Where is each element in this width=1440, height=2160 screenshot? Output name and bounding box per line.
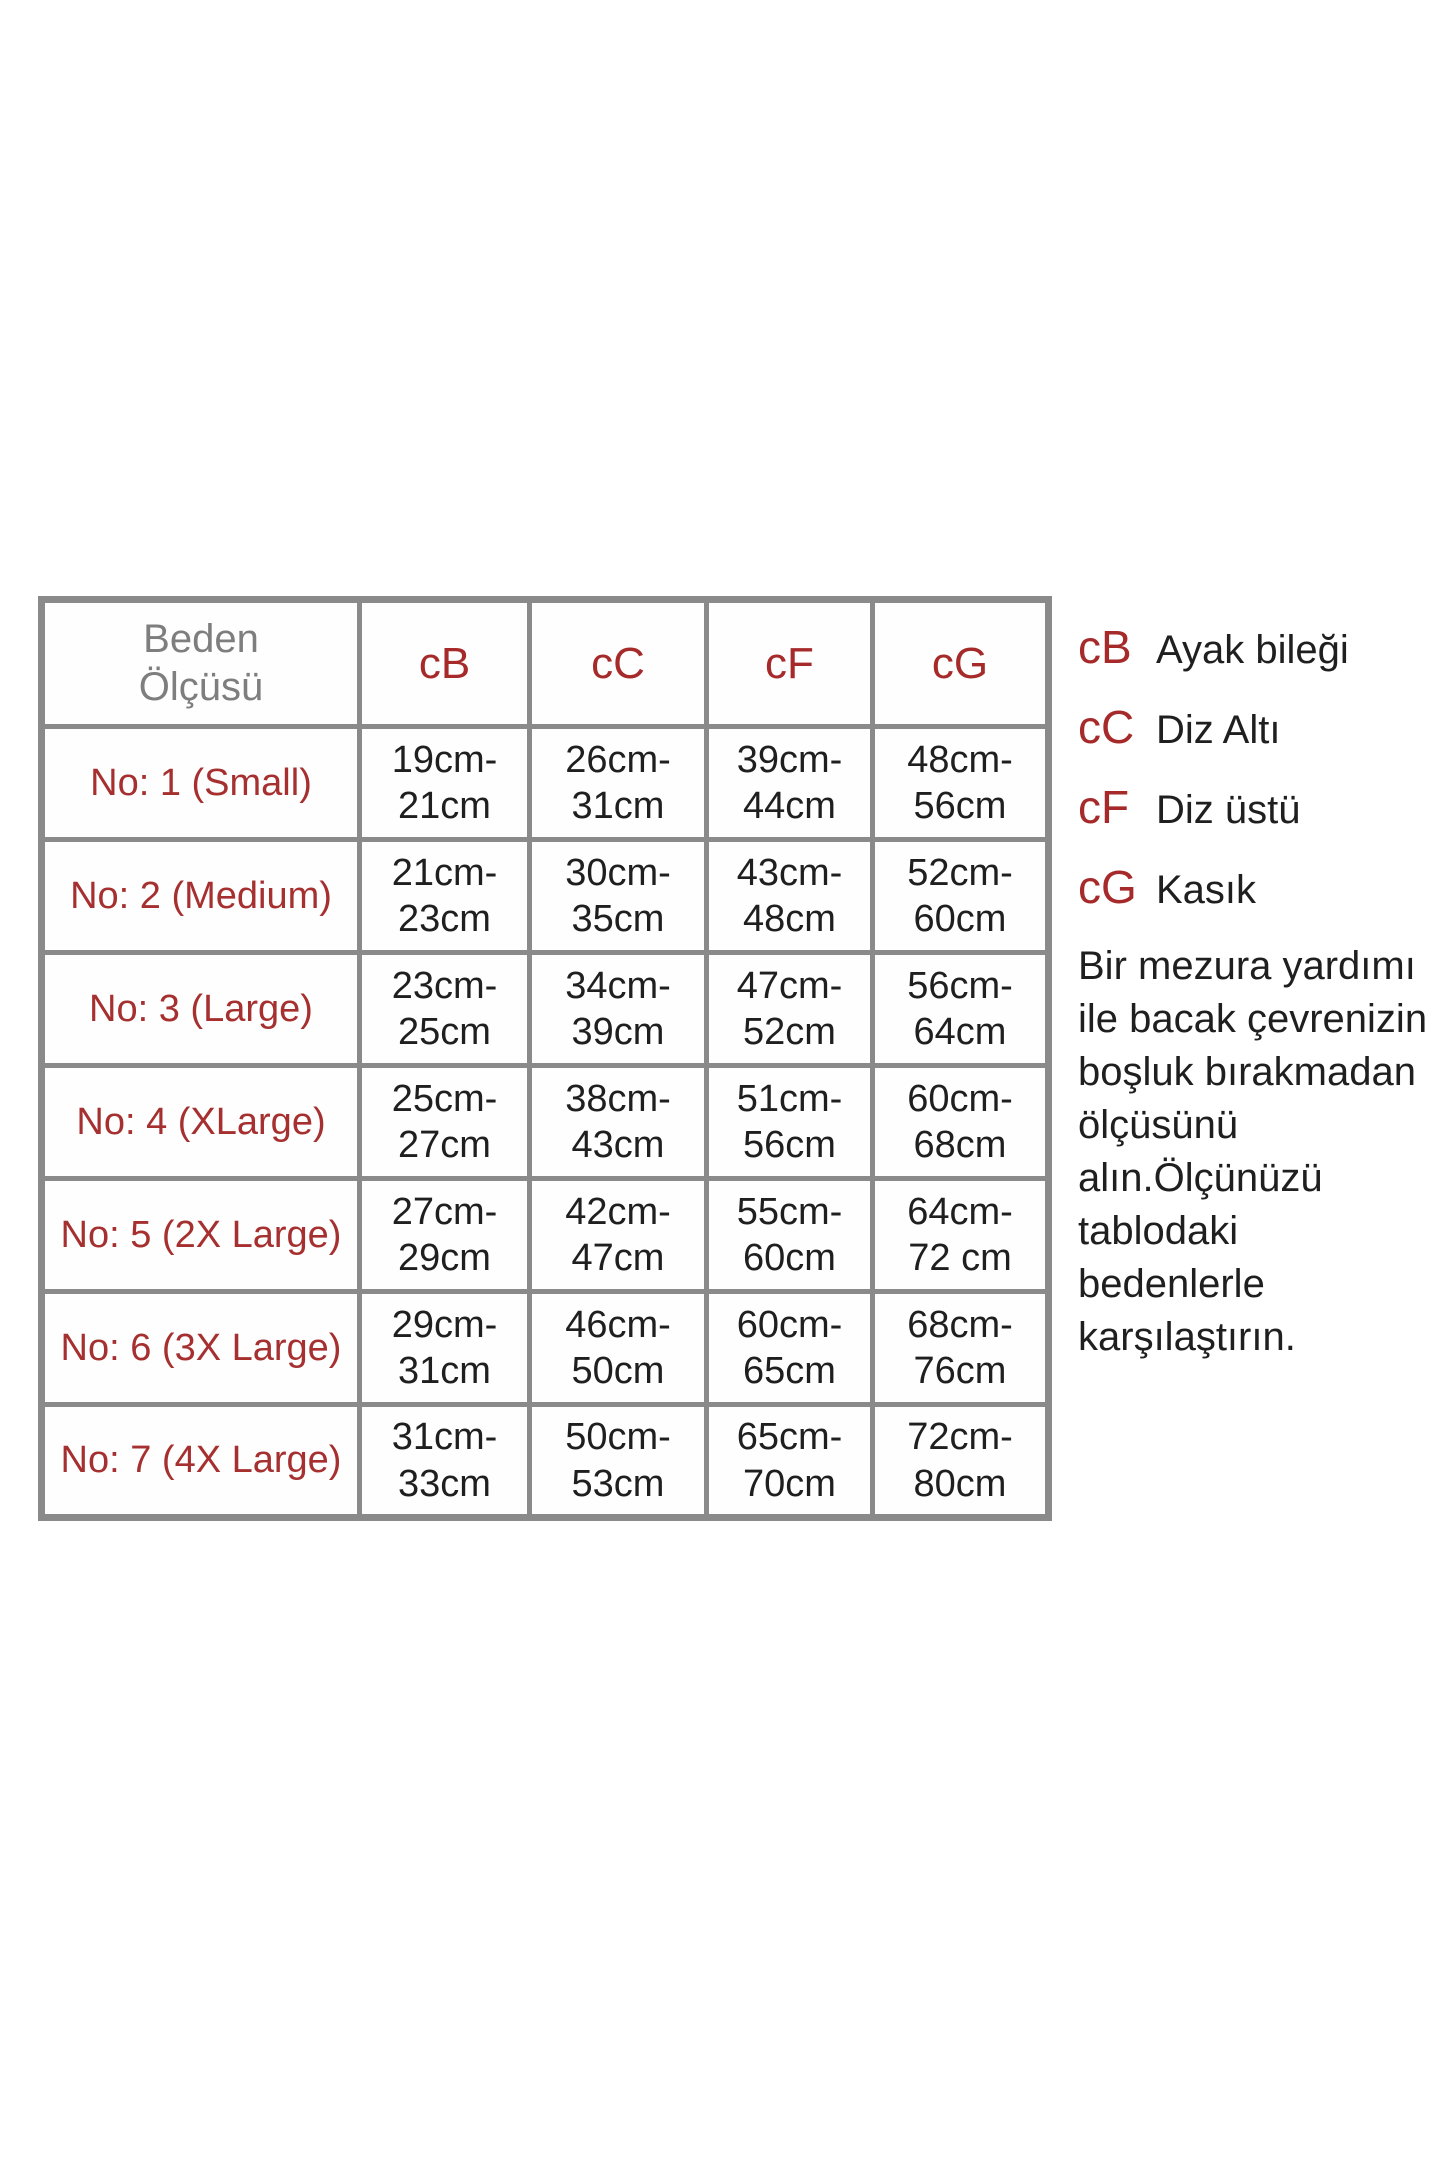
size-label: No: 4 (XLarge) bbox=[39, 1063, 362, 1181]
table-row: No: 2 (Medium) 21cm- 23cm 30cm- 35cm 43c… bbox=[39, 837, 1051, 955]
size-cell-cc: 34cm- 39cm bbox=[527, 950, 709, 1068]
size-cell-cf: 60cm- 65cm bbox=[704, 1289, 875, 1407]
size-cell-cb: 21cm- 23cm bbox=[357, 837, 532, 955]
legend-label-cc: Diz Altı bbox=[1156, 708, 1281, 752]
size-cell-cf: 51cm- 56cm bbox=[704, 1063, 875, 1181]
legend-code-cf: cF bbox=[1078, 781, 1130, 833]
size-cell-cc: 26cm- 31cm bbox=[527, 724, 709, 842]
size-cell-cg: 60cm- 68cm bbox=[870, 1063, 1051, 1181]
legend-and-note: cB Ayak bileği cC Diz Altı cF Diz üstü c… bbox=[1078, 620, 1440, 1364]
table-row: No: 6 (3X Large) 29cm- 31cm 46cm- 50cm 6… bbox=[39, 1289, 1051, 1407]
table-row: No: 7 (4X Large) 31cm- 33cm 50cm- 53cm 6… bbox=[39, 1402, 1051, 1520]
size-cell-cb: 27cm- 29cm bbox=[357, 1176, 532, 1294]
size-cell-cg: 52cm- 60cm bbox=[870, 837, 1051, 955]
legend-code-cc: cC bbox=[1078, 701, 1135, 753]
size-label: No: 5 (2X Large) bbox=[39, 1176, 362, 1294]
legend-label-cg: Kasık bbox=[1156, 868, 1257, 912]
size-cell-cg: 48cm- 56cm bbox=[870, 724, 1051, 842]
size-cell-cb: 31cm- 33cm bbox=[357, 1402, 532, 1520]
column-header-cc: cC bbox=[527, 597, 709, 729]
size-cell-cb: 19cm- 21cm bbox=[357, 724, 532, 842]
size-cell-cf: 65cm- 70cm bbox=[704, 1402, 875, 1520]
legend-item-cg: cG Kasık bbox=[1078, 860, 1440, 920]
size-column-header: Beden Ölçüsü bbox=[39, 597, 362, 729]
size-cell-cc: 42cm- 47cm bbox=[527, 1176, 709, 1294]
legend-item-cb: cB Ayak bileği bbox=[1078, 620, 1440, 680]
legend-code-cb: cB bbox=[1078, 621, 1132, 673]
size-label: No: 2 (Medium) bbox=[39, 837, 362, 955]
size-cell-cf: 39cm- 44cm bbox=[704, 724, 875, 842]
table-row: No: 1 (Small) 19cm- 21cm 26cm- 31cm 39cm… bbox=[39, 724, 1051, 842]
size-chart-table: Beden Ölçüsü cB cC cF cG No: 1 (Small) 1… bbox=[38, 596, 1052, 1521]
table-header-row: Beden Ölçüsü cB cC cF cG bbox=[39, 597, 1051, 729]
size-cell-cg: 68cm- 76cm bbox=[870, 1289, 1051, 1407]
column-header-cf: cF bbox=[704, 597, 875, 729]
size-label: No: 1 (Small) bbox=[39, 724, 362, 842]
size-label: No: 6 (3X Large) bbox=[39, 1289, 362, 1407]
size-cell-cf: 47cm- 52cm bbox=[704, 950, 875, 1068]
size-cell-cg: 56cm- 64cm bbox=[870, 950, 1051, 1068]
legend-label-cb: Ayak bileği bbox=[1156, 628, 1349, 672]
legend-item-cc: cC Diz Altı bbox=[1078, 700, 1440, 760]
size-label: No: 7 (4X Large) bbox=[39, 1402, 362, 1520]
size-cell-cg: 64cm- 72 cm bbox=[870, 1176, 1051, 1294]
size-cell-cf: 55cm- 60cm bbox=[704, 1176, 875, 1294]
size-cell-cc: 38cm- 43cm bbox=[527, 1063, 709, 1181]
table-row: No: 3 (Large) 23cm- 25cm 34cm- 39cm 47cm… bbox=[39, 950, 1051, 1068]
column-header-cg: cG bbox=[870, 597, 1051, 729]
size-cell-cb: 29cm- 31cm bbox=[357, 1289, 532, 1407]
size-cell-cc: 30cm- 35cm bbox=[527, 837, 709, 955]
size-cell-cb: 25cm- 27cm bbox=[357, 1063, 532, 1181]
size-cell-cc: 46cm- 50cm bbox=[527, 1289, 709, 1407]
size-cell-cf: 43cm- 48cm bbox=[704, 837, 875, 955]
size-label: No: 3 (Large) bbox=[39, 950, 362, 1068]
legend-code-cg: cG bbox=[1078, 861, 1137, 913]
legend-label-cf: Diz üstü bbox=[1156, 788, 1301, 832]
table-row: No: 4 (XLarge) 25cm- 27cm 38cm- 43cm 51c… bbox=[39, 1063, 1051, 1181]
size-cell-cc: 50cm- 53cm bbox=[527, 1402, 709, 1520]
table-row: No: 5 (2X Large) 27cm- 29cm 42cm- 47cm 5… bbox=[39, 1176, 1051, 1294]
size-cell-cb: 23cm- 25cm bbox=[357, 950, 532, 1068]
legend-item-cf: cF Diz üstü bbox=[1078, 780, 1440, 840]
measurement-instructions: Bir mezura yardımı ile bacak çevrenizin … bbox=[1078, 944, 1428, 1359]
column-header-cb: cB bbox=[357, 597, 532, 729]
size-cell-cg: 72cm- 80cm bbox=[870, 1402, 1051, 1520]
